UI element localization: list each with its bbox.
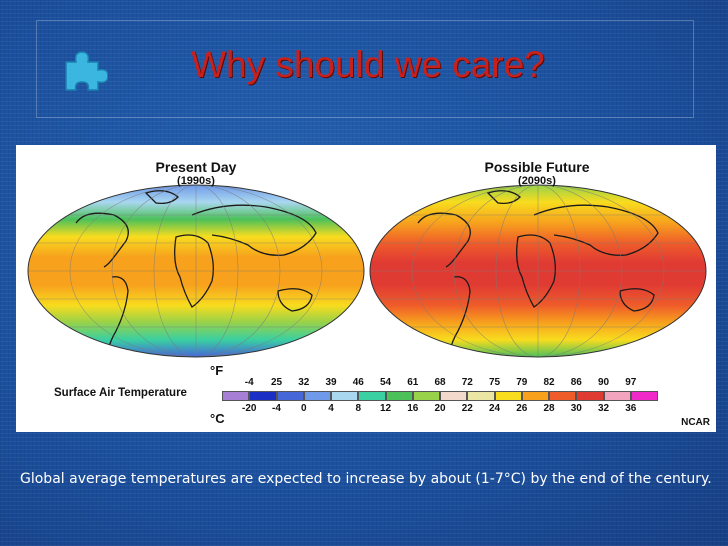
- ncar-credit: NCAR: [681, 417, 710, 428]
- legend-tick-fahrenheit: -4: [244, 377, 254, 388]
- legend-tick-fahrenheit: 25: [270, 377, 283, 388]
- slide-caption: Global average temperatures are expected…: [20, 471, 712, 487]
- world-maps: [27, 184, 707, 358]
- legend-tick-celsius: -4: [272, 403, 281, 414]
- legend-swatch: [576, 391, 604, 401]
- legend-tick-celsius: 20: [434, 403, 446, 414]
- legend-unit-fahrenheit: °F: [210, 363, 224, 378]
- legend-tick-fahrenheit: 97: [625, 377, 637, 388]
- legend-tick-celsius: 30: [570, 403, 582, 414]
- legend-swatch: [549, 391, 577, 401]
- legend-tick-celsius: 4: [328, 403, 334, 414]
- legend-swatch: [222, 391, 250, 401]
- legend-swatch: [276, 391, 304, 401]
- legend-swatch: [494, 391, 522, 401]
- legend-tick-fahrenheit: 68: [434, 377, 446, 388]
- legend-tick-fahrenheit: 75: [488, 377, 501, 388]
- present-day-subtitle: (1990s): [177, 175, 215, 187]
- legend-tick-celsius: 36: [625, 403, 637, 414]
- legend-tick-celsius: 22: [461, 403, 473, 414]
- possible-future-heading: Possible Future (2090s): [462, 159, 612, 187]
- legend-swatch: [385, 391, 413, 401]
- legend-swatch: [249, 391, 277, 401]
- legend-tick-celsius: -20: [242, 403, 257, 414]
- legend-tick-celsius: 24: [488, 403, 501, 414]
- legend-swatch: [603, 391, 631, 401]
- possible-future-title: Possible Future: [484, 159, 590, 175]
- present-day-map: [27, 184, 365, 358]
- legend-swatch: [331, 391, 359, 401]
- legend-swatch: [630, 391, 658, 401]
- legend-tick-fahrenheit: 39: [325, 377, 337, 388]
- legend-tick-fahrenheit: 32: [298, 377, 310, 388]
- legend-swatch: [303, 391, 331, 401]
- legend-tick-celsius: 0: [300, 403, 307, 414]
- legend-title: Surface Air Temperature: [54, 387, 187, 399]
- legend-unit-celsius: °C: [210, 411, 225, 426]
- legend-swatch: [412, 391, 440, 401]
- legend-tick-fahrenheit: 86: [570, 377, 582, 388]
- legend-tick-fahrenheit: 82: [543, 377, 555, 388]
- legend-tick-celsius: 32: [597, 403, 610, 414]
- legend-tick-celsius: 12: [379, 403, 392, 414]
- legend-tick-fahrenheit: 72: [461, 377, 473, 388]
- legend-tick-celsius: 26: [516, 403, 528, 414]
- possible-future-map: [369, 184, 707, 358]
- possible-future-subtitle: (2090s): [518, 175, 556, 187]
- legend-tick-fahrenheit: 61: [407, 377, 419, 388]
- title-frame: [36, 20, 694, 118]
- legend-tick-fahrenheit: 90: [597, 377, 610, 388]
- legend-tick-celsius: 28: [543, 403, 555, 414]
- slide-title: Why should we care?: [191, 44, 545, 85]
- legend-swatch: [467, 391, 495, 401]
- legend-tick-celsius: 16: [407, 403, 419, 414]
- legend-swatch: [440, 391, 468, 401]
- present-day-heading: Present Day (1990s): [126, 159, 266, 187]
- present-day-title: Present Day: [155, 159, 237, 175]
- legend-swatch: [521, 391, 549, 401]
- legend-tick-fahrenheit: 79: [516, 377, 528, 388]
- temperature-figure: Present Day (1990s) Possible Future (209…: [16, 145, 716, 432]
- legend-swatch: [358, 391, 386, 401]
- puzzle-piece-icon: [65, 51, 108, 91]
- legend-tick-fahrenheit: 54: [379, 377, 392, 388]
- legend-tick-fahrenheit: 46: [352, 377, 364, 388]
- legend-tick-celsius: 8: [355, 403, 362, 414]
